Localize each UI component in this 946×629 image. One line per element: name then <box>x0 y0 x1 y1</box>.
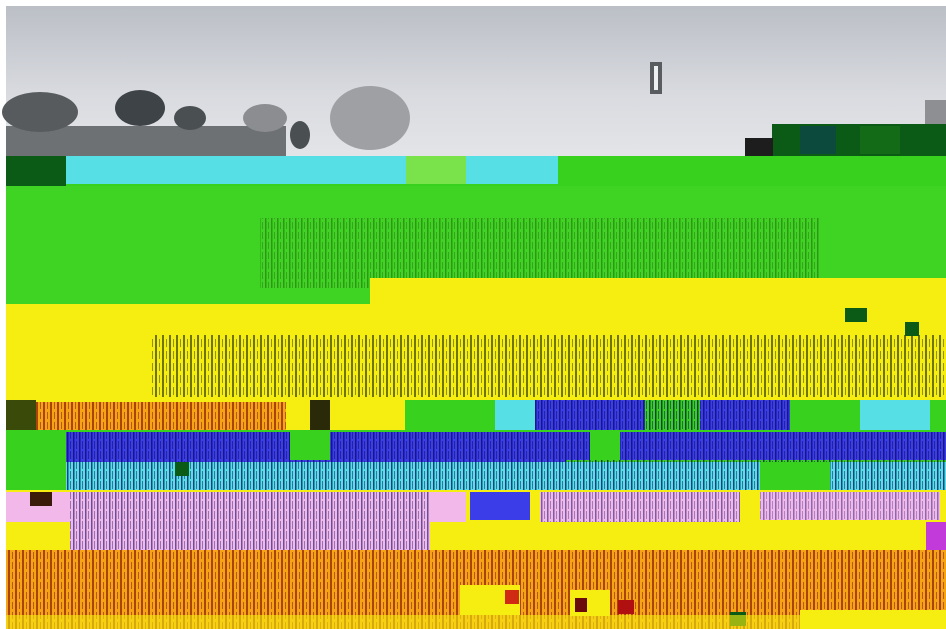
treeline <box>2 62 946 156</box>
band-blue <box>6 430 946 492</box>
band-yellow <box>6 278 946 402</box>
dark-green-block <box>745 124 946 156</box>
band-cyan <box>6 156 946 188</box>
band-pink <box>6 490 946 552</box>
band-orange <box>6 550 946 629</box>
band-mixed <box>6 400 946 432</box>
